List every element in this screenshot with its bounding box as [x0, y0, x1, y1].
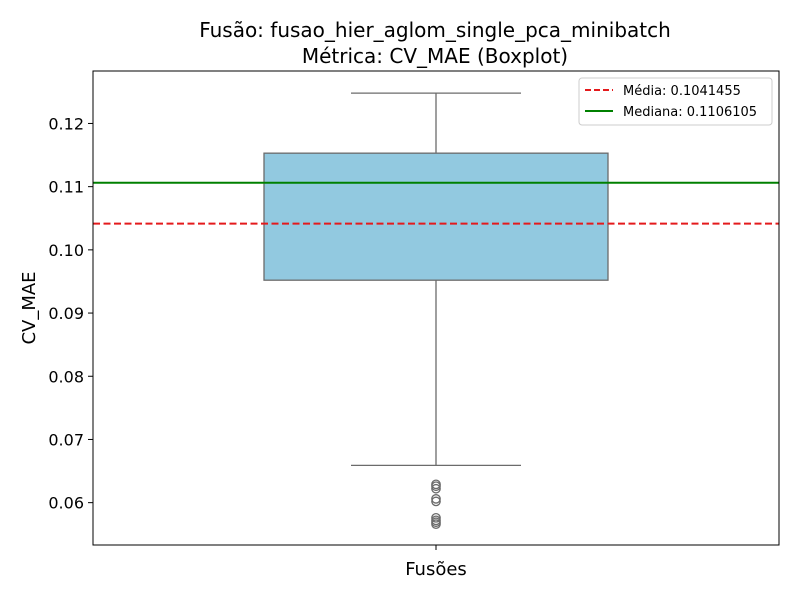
y-tick-label: 0.07 — [48, 430, 84, 449]
y-tick-label: 0.12 — [48, 114, 84, 133]
chart-title: Fusão: fusao_hier_aglom_single_pca_minib… — [199, 18, 671, 68]
y-tick-label: 0.10 — [48, 241, 84, 260]
outlier-point — [431, 496, 441, 507]
legend: Média: 0.1041455 Mediana: 0.1106105 — [578, 77, 773, 126]
y-tick-label: 0.09 — [48, 304, 84, 323]
legend-box — [578, 77, 773, 126]
outlier-point — [431, 512, 441, 523]
legend-mean-label: Média: 0.1041455 — [623, 84, 741, 99]
outlier-point — [431, 519, 441, 529]
y-tick-label: 0.08 — [48, 367, 84, 386]
iqr-box — [263, 152, 609, 281]
legend-median-label: Mediana: 0.1106105 — [623, 105, 757, 120]
chart-title-line1: Fusão: fusao_hier_aglom_single_pca_minib… — [199, 18, 671, 42]
y-tick-label: 0.06 — [48, 494, 84, 513]
outlier-point — [431, 483, 441, 494]
chart-title-line2: Métrica: CV_MAE (Boxplot) — [302, 44, 568, 68]
x-axis-label: Fusões — [405, 559, 467, 580]
y-axis-label: CV_MAE — [19, 271, 40, 344]
y-tick-label: 0.11 — [48, 178, 84, 197]
outlier-point — [431, 481, 441, 492]
plot-area — [93, 92, 779, 529]
y-axis: 0.06 0.07 0.08 0.09 0.10 0.11 0.12 — [48, 114, 93, 513]
outlier-point — [431, 494, 441, 504]
